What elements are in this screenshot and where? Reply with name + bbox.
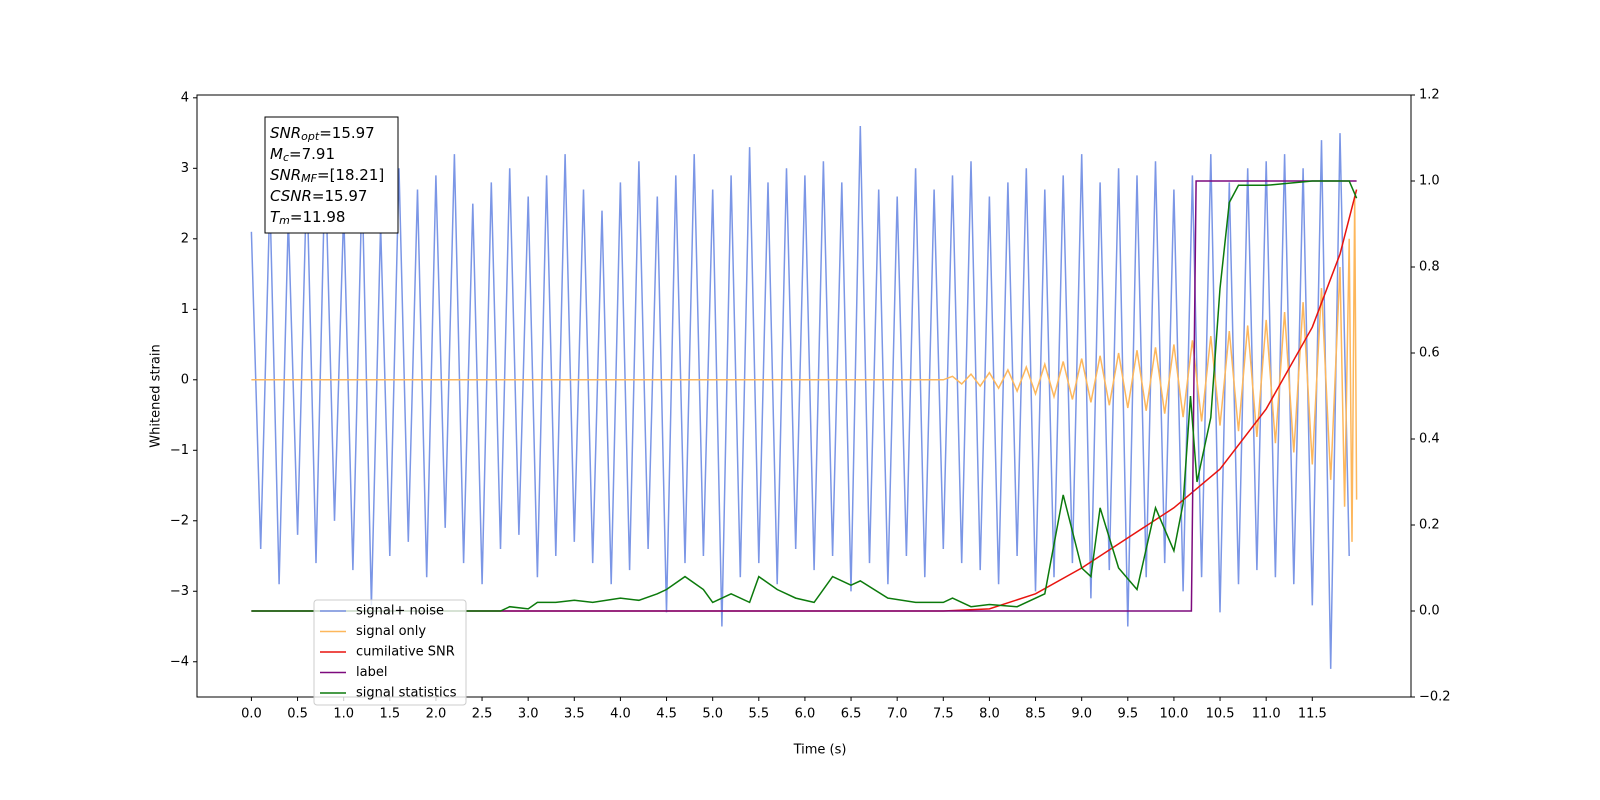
series-line xyxy=(251,196,1358,542)
annotation-value: =11.98 xyxy=(290,208,346,226)
plot-area xyxy=(250,125,1358,669)
x-axis-label: Time (s) xyxy=(793,743,847,758)
x-tick-label: 8.0 xyxy=(979,707,1000,722)
y2-tick-label: 1.0 xyxy=(1419,174,1440,189)
y-tick-label: 2 xyxy=(181,231,189,246)
annotation-subscript: m xyxy=(279,214,290,227)
annotation-symbol: SNR xyxy=(270,124,301,142)
annotation-symbol: M xyxy=(270,145,283,163)
annotation-value: =15.97 xyxy=(319,124,375,142)
legend-label: signal+ noise xyxy=(356,604,444,619)
x-tick-label: 9.5 xyxy=(1117,707,1138,722)
x-tick-label: 6.5 xyxy=(841,707,862,722)
y2-tick-label: 1.2 xyxy=(1419,88,1440,103)
annotation-subscript: MF xyxy=(301,172,317,185)
y2-tick-label: −0.2 xyxy=(1419,690,1451,705)
x-tick-label: 4.0 xyxy=(610,707,631,722)
legend-label: signal only xyxy=(356,624,426,639)
annotation-value: =7.91 xyxy=(289,145,335,163)
annotation-frame xyxy=(264,116,399,234)
x-tick-label: 7.0 xyxy=(887,707,908,722)
y-tick-label: −4 xyxy=(170,654,189,669)
x-tick-label: 2.5 xyxy=(472,707,493,722)
y-axis-label: Whitened strain xyxy=(149,344,164,447)
x-tick-label: 1.5 xyxy=(379,707,400,722)
x-tick-label: 10.5 xyxy=(1206,707,1235,722)
series-line xyxy=(250,125,1350,669)
legend: signal+ noise signal only cumilative SNR la… xyxy=(313,599,467,706)
annotation-box: SNRopt=15.97Mc=7.91SNRMF=[18.21]CSNR=15.… xyxy=(264,116,399,234)
y-tick-label: −2 xyxy=(170,513,189,528)
annotation-value: =[18.21] xyxy=(317,166,384,184)
annotation-symbol: SNR xyxy=(270,166,301,184)
annotation-value: =15.97 xyxy=(312,187,368,205)
annotation-line: CSNR=15.97 xyxy=(270,187,367,205)
legend-label: signal statistics xyxy=(356,686,457,701)
x-tick-label: 0.0 xyxy=(241,707,262,722)
x-tick-label: 0.5 xyxy=(287,707,308,722)
series-line xyxy=(251,189,1358,612)
y-tick-label: −1 xyxy=(170,443,189,458)
annotation-subscript: c xyxy=(283,151,289,164)
x-tick-label: 7.5 xyxy=(933,707,954,722)
y2-tick-label: 0.8 xyxy=(1419,260,1440,275)
y-tick-label: 1 xyxy=(181,302,189,317)
y-tick-label: 3 xyxy=(181,161,189,176)
annotation-symbol: CSNR xyxy=(270,187,312,205)
x-tick-label: 3.5 xyxy=(564,707,585,722)
annotation-line: SNRMF=[18.21] xyxy=(270,166,384,186)
x-tick-label: 11.0 xyxy=(1252,707,1281,722)
y2-tick-label: 0.6 xyxy=(1419,346,1440,361)
annotation-symbol: T xyxy=(270,208,281,226)
x-tick-label: 10.0 xyxy=(1159,707,1188,722)
y-tick-label: 0 xyxy=(181,372,189,387)
series-line xyxy=(251,180,1357,612)
y-tick-label: 4 xyxy=(181,90,189,105)
x-tick-label: 3.0 xyxy=(518,707,539,722)
y2-tick-label: 0.2 xyxy=(1419,518,1440,533)
annotation-line: SNRopt=15.97 xyxy=(270,124,375,144)
x-tick-label: 2.0 xyxy=(426,707,447,722)
annotation-line: Mc=7.91 xyxy=(270,145,335,165)
legend-label: cumilative SNR xyxy=(356,645,455,660)
x-tick-label: 5.0 xyxy=(702,707,723,722)
x-tick-label: 6.0 xyxy=(795,707,816,722)
plot-frame xyxy=(196,94,1412,698)
y2-tick-label: 0.0 xyxy=(1419,604,1440,619)
annotation-subscript: opt xyxy=(301,130,320,143)
x-tick-label: 1.0 xyxy=(333,707,354,722)
x-tick-label: 11.5 xyxy=(1298,707,1327,722)
y2-tick-label: 0.4 xyxy=(1419,432,1440,447)
x-tick-label: 4.5 xyxy=(656,707,677,722)
x-tick-label: 9.0 xyxy=(1071,707,1092,722)
legend-label: label xyxy=(356,665,387,680)
y-tick-label: −3 xyxy=(170,584,189,599)
series-line xyxy=(251,180,1358,612)
x-tick-label: 8.5 xyxy=(1025,707,1046,722)
x-tick-label: 5.5 xyxy=(748,707,769,722)
annotation-line: Tm=11.98 xyxy=(270,208,345,228)
legend-frame xyxy=(313,599,467,706)
